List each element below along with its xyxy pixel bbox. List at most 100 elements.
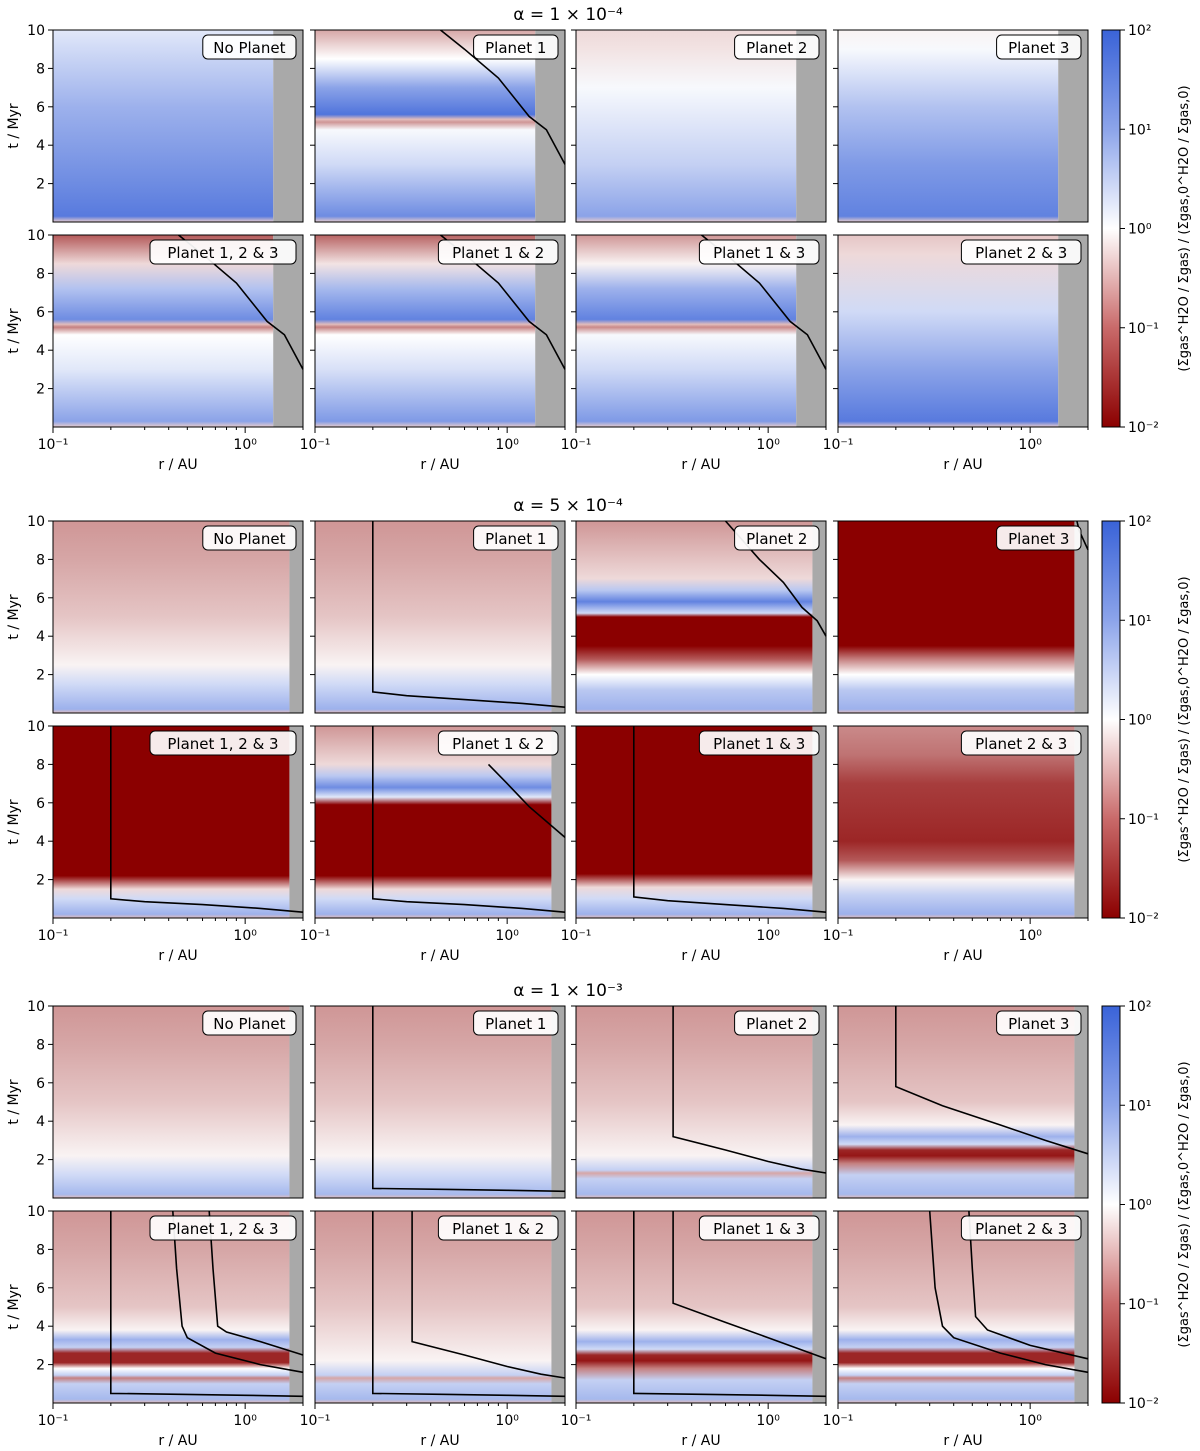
colorbar-tick-label: 10² [1128,514,1151,530]
panel-label-box [202,525,297,551]
panel-label: Planet 1 [485,1015,546,1033]
x-axis-label: r / AU [681,948,720,964]
heatmap-panel: Planet 1 & 3 10⁻¹ 10⁰ r / AU [561,234,827,473]
y-tick-label: 4 [36,834,45,850]
colorbar-fill [1101,1005,1121,1404]
planet-track [440,29,566,165]
colorbar-tick-label: 10⁻² [1128,420,1159,436]
planet-track [895,1006,1089,1155]
heatmap-field [315,521,552,713]
y-tick-label: 2 [36,382,45,398]
y-tick-label: 2 [36,1358,45,1374]
planet-track [372,1211,566,1398]
panel-label: Planet 2 [746,1015,807,1033]
panel-frame [52,1210,304,1404]
panel-label-box [960,1215,1082,1241]
y-tick-label: 6 [36,1076,45,1092]
panel-frame [837,1005,1089,1199]
heatmap-panel: Planet 1 [310,29,566,223]
heatmap-panel: No Planet 2 4 6 8 10 t / Myr [6,999,304,1199]
panel-label-box [437,730,559,756]
x-axis-label: r / AU [420,457,459,473]
x-axis-label: r / AU [158,948,197,964]
panel-frame [575,29,827,223]
panel-frame [52,29,304,223]
block-title: α = 1 × 10⁻⁴ [513,5,623,25]
x-tick-label: 10⁻¹ [561,928,592,944]
panel-label-box [202,34,297,60]
excluded-region [796,30,826,222]
y-tick-label: 4 [36,343,45,359]
panel-label: Planet 1 & 2 [452,735,544,753]
planet-track [487,763,566,839]
panel-label-box [149,239,297,265]
panel-label: No Planet [213,39,285,57]
x-tick-label: 10⁰ [495,1413,519,1429]
x-axis-label: r / AU [943,948,982,964]
panel-frame [52,234,304,428]
heatmap-panel: Planet 2 [571,520,827,714]
x-axis-label: r / AU [158,457,197,473]
heatmap-field [576,726,813,918]
panel-frame [575,234,827,428]
heatmap-field [53,521,290,713]
panel-label-box [149,730,297,756]
heatmap-field [315,726,552,918]
colorbar-tick-label: 10⁻² [1128,1396,1159,1412]
y-axis-label: t / Myr [6,594,22,639]
x-tick-label: 10⁰ [1018,437,1042,453]
planet-track [672,1211,827,1360]
panel-frame [837,234,1089,428]
planet-track [968,1210,1089,1360]
excluded-region [1058,235,1088,427]
planet-track [928,1210,1089,1374]
heatmap-field [838,30,1059,222]
x-tick-label: 10⁰ [756,928,780,944]
x-tick-label: 10⁻¹ [823,437,854,453]
panel-label-box [473,1010,559,1036]
panel-label: Planet 1, 2 & 3 [167,1220,278,1238]
panel-label: Planet 1, 2 & 3 [167,735,278,753]
excluded-region [1074,521,1088,713]
colorbar-label: (Σgas^H2O / Σgas) / (Σgas,0^H2O / Σgas,0… [1177,1061,1192,1347]
y-tick-label: 4 [36,1114,45,1130]
y-tick-label: 8 [36,757,45,773]
heatmap-field [53,30,274,222]
heatmap-panel: Planet 3 [833,520,1089,714]
panel-label-box [437,239,559,265]
x-axis-label: r / AU [681,457,720,473]
heatmap-field [315,235,536,427]
excluded-region [551,521,565,713]
block-title: α = 1 × 10⁻³ [513,981,623,1001]
excluded-region [289,1006,303,1198]
panel-label-box [202,1010,297,1036]
heatmap-panel: No Planet 2 4 6 8 10 t / Myr [6,514,304,714]
x-axis-label: r / AU [420,1433,459,1449]
x-tick-label: 10⁻¹ [561,437,592,453]
excluded-region [812,1006,826,1198]
panel-label-box [473,525,559,551]
panel-label-box [996,1010,1082,1036]
y-tick-label: 6 [36,305,45,321]
planet-track [172,1210,304,1374]
planet-track [110,1211,304,1398]
y-tick-label: 6 [36,1281,45,1297]
x-tick-label: 10⁰ [756,1413,780,1429]
panel-label-box [734,525,820,551]
colorbar-tick-label: 10⁻² [1128,911,1159,927]
y-tick-label: 8 [36,1037,45,1053]
excluded-region [289,1211,303,1403]
y-tick-label: 6 [36,796,45,812]
y-tick-label: 10 [27,1204,45,1220]
colorbar-tick-label: 10⁰ [1128,713,1152,729]
x-tick-label: 10⁻¹ [300,928,331,944]
excluded-region [812,726,826,918]
x-tick-label: 10⁰ [233,437,257,453]
planet-track [372,521,566,708]
excluded-region [1074,1211,1088,1403]
panel-label: Planet 1 & 2 [452,244,544,262]
excluded-region [273,30,303,222]
y-tick-label: 10 [27,719,45,735]
